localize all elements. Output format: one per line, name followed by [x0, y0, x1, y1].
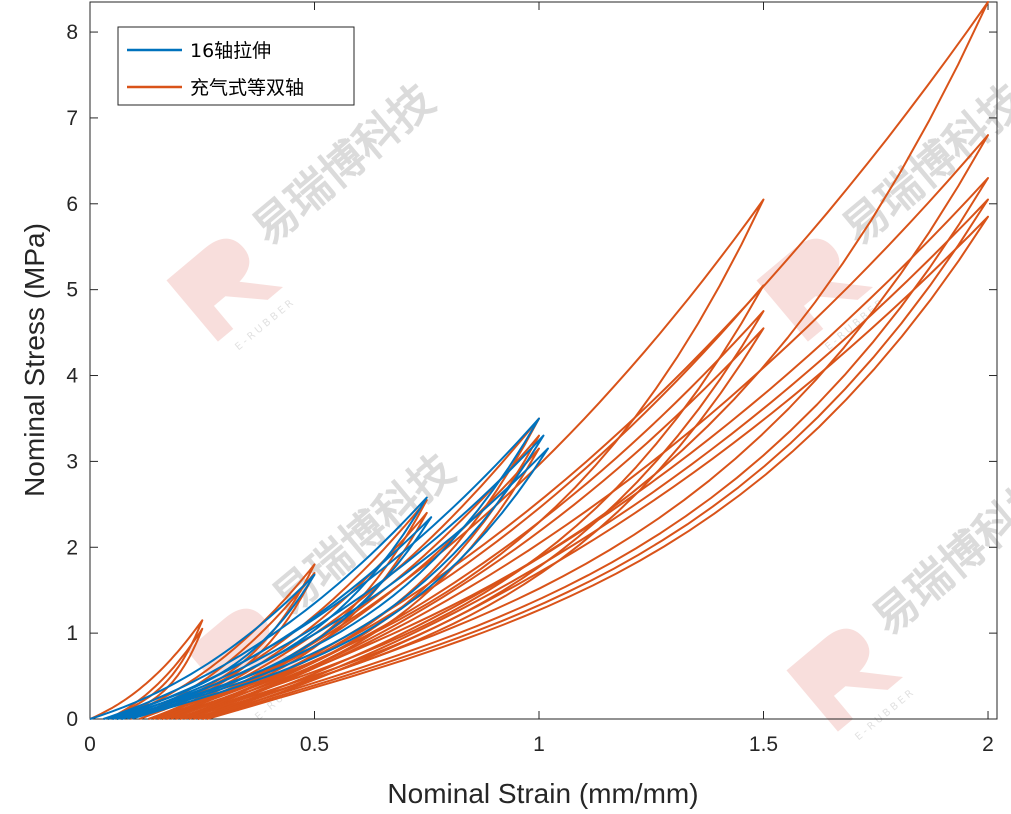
axis-ticks: 0 0.5 1 1.5 2 0 1 2 3 4 5 6 7 8	[66, 2, 997, 756]
y-tick-label: 0	[66, 708, 78, 731]
series-16-axis-tension	[89, 417, 549, 720]
y-tick-label: 5	[66, 279, 78, 302]
y-tick-label: 1	[66, 622, 78, 645]
series-line	[188, 134, 989, 720]
legend: 16轴拉伸 充气式等双轴	[117, 26, 355, 106]
y-axis-label: Nominal Stress (MPa)	[19, 223, 50, 497]
legend-entry-inflation-equibiaxial: 充气式等双轴	[190, 77, 304, 99]
series-line	[139, 499, 428, 720]
plot-area-frame	[89, 1, 998, 720]
x-tick-label: 2	[982, 733, 994, 756]
y-tick-label: 6	[66, 193, 78, 216]
series-line	[174, 310, 765, 720]
y-tick-label: 8	[66, 21, 78, 44]
series-line	[197, 198, 989, 720]
series-line	[112, 417, 540, 720]
x-tick-label: 0.5	[300, 733, 329, 756]
series-line	[121, 447, 549, 720]
x-axis-label: Nominal Strain (mm/mm)	[387, 778, 698, 809]
y-tick-label: 3	[66, 450, 78, 473]
watermark-logo-icon	[786, 628, 904, 732]
x-tick-label: 1	[533, 733, 545, 756]
x-tick-label: 1.5	[749, 733, 778, 756]
x-tick-label: 0	[84, 733, 96, 756]
y-tick-label: 2	[66, 536, 78, 559]
watermark-logo-icon	[166, 238, 284, 342]
legend-entry-16-axis: 16轴拉伸	[190, 40, 271, 62]
series-line	[116, 434, 545, 720]
series-line	[192, 177, 989, 720]
plot-series	[89, 1, 989, 720]
legend-box	[117, 26, 355, 106]
watermark-logo-icon	[756, 238, 874, 342]
y-tick-label: 4	[66, 365, 78, 388]
series-line	[165, 198, 765, 720]
y-tick-label: 7	[66, 107, 78, 130]
series-line	[201, 215, 989, 720]
